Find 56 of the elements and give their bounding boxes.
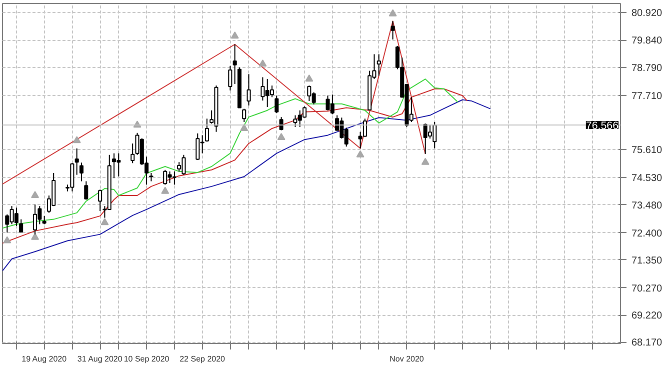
x-tick-label: 31 Aug 2020 bbox=[77, 354, 123, 364]
y-tick-label: 74.530 bbox=[632, 173, 663, 184]
y-tick-label: 80.920 bbox=[632, 8, 663, 19]
y-tick-label: 68.170 bbox=[632, 338, 663, 349]
candlestick bbox=[19, 218, 24, 233]
point bbox=[31, 190, 40, 198]
line-series bbox=[2, 99, 491, 272]
line-series bbox=[2, 78, 458, 229]
candlestick bbox=[390, 20, 395, 40]
candlestick bbox=[112, 152, 116, 179]
y-tick-label: 75.610 bbox=[632, 145, 663, 156]
point bbox=[356, 150, 364, 158]
point bbox=[3, 236, 12, 244]
point bbox=[240, 124, 248, 131]
candlestick bbox=[33, 204, 38, 235]
candlestick bbox=[14, 207, 18, 227]
candlestick bbox=[274, 95, 279, 114]
candlestick bbox=[270, 85, 274, 98]
point bbox=[31, 232, 40, 240]
y-tick-label: 70.270 bbox=[632, 283, 663, 294]
ref-line-label: 76.566 bbox=[586, 120, 619, 132]
point bbox=[258, 60, 267, 67]
candlestick bbox=[130, 142, 135, 164]
candlestick bbox=[74, 148, 79, 176]
y-tick-label: 77.710 bbox=[632, 90, 663, 102]
candlestick bbox=[172, 170, 176, 186]
point bbox=[305, 74, 314, 82]
point bbox=[100, 218, 109, 226]
candlestick bbox=[98, 189, 102, 212]
point bbox=[277, 132, 286, 140]
point bbox=[388, 9, 397, 16]
x-tick-label: 10 Sep 2020 bbox=[124, 354, 170, 364]
candlestick bbox=[84, 180, 88, 200]
point bbox=[72, 136, 81, 144]
y-tick-label: 71.350 bbox=[632, 255, 663, 266]
y-tick-label: 78.790 bbox=[632, 62, 663, 74]
candlestick bbox=[279, 116, 284, 131]
y-tick-label: 72.400 bbox=[632, 228, 663, 240]
candlestick bbox=[242, 108, 246, 123]
candlestick bbox=[204, 118, 209, 142]
candlestick bbox=[376, 54, 381, 76]
x-tick-label: 19 Aug 2020 bbox=[22, 354, 68, 364]
candlestick bbox=[330, 94, 334, 115]
y-tick-label: 79.840 bbox=[632, 36, 663, 47]
point bbox=[161, 186, 170, 194]
candlestick bbox=[79, 162, 84, 182]
point bbox=[421, 158, 430, 165]
candlestick bbox=[232, 44, 237, 84]
candlestick bbox=[246, 74, 251, 106]
x-tick-label: Nov 2020 bbox=[390, 354, 424, 364]
y-tick-label: 69.220 bbox=[632, 310, 663, 322]
x-tick-label: 22 Sep 2020 bbox=[180, 354, 226, 364]
candlestick bbox=[362, 118, 367, 138]
point bbox=[230, 32, 239, 39]
y-tick-label: 73.480 bbox=[632, 200, 663, 212]
candlestick bbox=[228, 65, 232, 91]
